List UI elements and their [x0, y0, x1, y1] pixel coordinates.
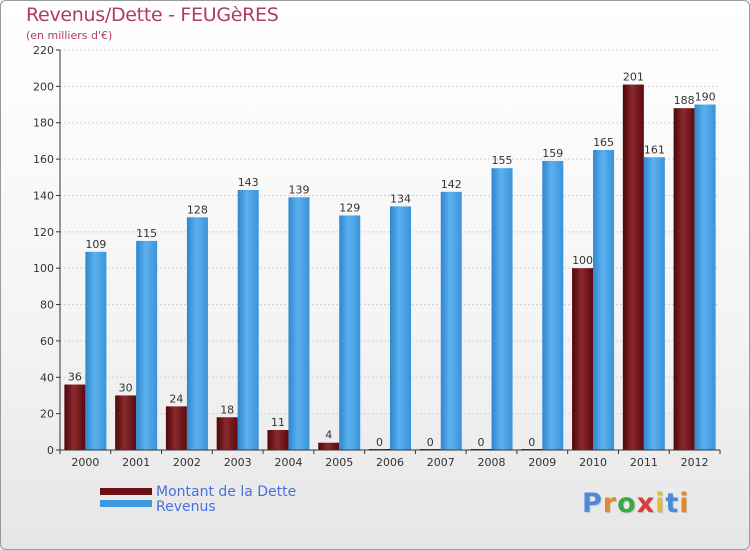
data-label-revenue: 155	[492, 154, 513, 167]
bar-debt	[673, 108, 695, 450]
data-label-debt: 11	[271, 416, 285, 429]
legend-label-revenue: Revenus	[156, 499, 216, 515]
bar-debt	[267, 430, 289, 450]
y-tick-label: 80	[40, 299, 54, 312]
data-label-revenue: 129	[339, 201, 360, 214]
bar-revenue	[491, 168, 513, 450]
logo-letter: t	[665, 488, 680, 519]
y-tick-label: 60	[40, 335, 54, 348]
x-tick-label: 2010	[579, 456, 607, 469]
bar-debt	[165, 406, 187, 450]
bar-revenue	[643, 157, 665, 451]
data-label-revenue: 143	[238, 176, 259, 189]
bar-debt	[64, 384, 86, 450]
bar-revenue	[593, 150, 615, 450]
x-tick-label: 2012	[681, 456, 709, 469]
data-label-debt: 100	[572, 254, 593, 267]
y-tick-label: 160	[33, 153, 54, 166]
chart-subtitle: (en milliers d'€)	[26, 29, 113, 42]
y-tick-label: 20	[40, 408, 54, 421]
bar-revenue	[542, 160, 564, 450]
bar-revenue	[85, 251, 107, 450]
bar-debt	[216, 417, 238, 450]
bar-debt	[318, 442, 340, 450]
legend-swatch-revenue	[100, 500, 152, 507]
chart-title: Revenus/Dette - FEUGèRES	[26, 4, 279, 26]
data-label-debt: 188	[674, 94, 695, 107]
bar-debt	[572, 268, 594, 450]
logo-letter: o	[617, 488, 637, 519]
y-tick-label: 180	[33, 117, 54, 130]
data-label-debt: 0	[427, 436, 434, 449]
data-label-debt: 0	[376, 436, 383, 449]
data-label-debt: 18	[220, 403, 234, 416]
data-label-revenue: 142	[441, 178, 462, 191]
data-label-debt: 4	[325, 429, 332, 442]
data-label-revenue: 139	[288, 183, 309, 196]
y-tick-label: 140	[33, 189, 54, 202]
x-tick-label: 2011	[630, 456, 658, 469]
x-tick-label: 2003	[224, 456, 252, 469]
data-label-revenue: 115	[136, 227, 157, 240]
bar-revenue	[339, 215, 361, 450]
data-label-revenue: 165	[593, 136, 614, 149]
y-tick-label: 0	[47, 444, 54, 457]
bar-revenue	[694, 104, 716, 450]
bar-debt	[622, 84, 644, 450]
data-label-debt: 0	[478, 436, 485, 449]
data-label-revenue: 128	[187, 203, 208, 216]
bar-revenue	[237, 190, 259, 450]
y-tick-label: 220	[33, 44, 54, 57]
x-tick-label: 2007	[427, 456, 455, 469]
proxiti-logo: Proxiti	[582, 488, 690, 519]
x-tick-label: 2009	[528, 456, 556, 469]
logo-letter: x	[636, 488, 656, 519]
data-label-revenue: 190	[695, 91, 716, 104]
y-tick-label: 200	[33, 80, 54, 93]
x-tick-label: 2001	[122, 456, 150, 469]
y-tick-label: 100	[33, 262, 54, 275]
legend-label-debt: Montant de la Dette	[156, 484, 297, 500]
bar-revenue	[440, 191, 462, 450]
x-tick-label: 2008	[478, 456, 506, 469]
logo-letter: i	[655, 488, 666, 519]
logo-letter: i	[679, 488, 690, 519]
x-tick-label: 2002	[173, 456, 201, 469]
bar-revenue	[136, 240, 158, 450]
logo-letter: P	[582, 488, 603, 519]
bar-revenue	[390, 206, 411, 450]
legend-swatch-debt	[100, 488, 152, 495]
y-tick-label: 120	[33, 226, 54, 239]
y-tick-label: 40	[40, 371, 54, 384]
data-label-revenue: 109	[85, 238, 106, 251]
data-label-debt: 0	[528, 436, 535, 449]
data-label-revenue: 134	[390, 192, 411, 205]
data-label-revenue: 161	[644, 143, 665, 156]
data-label-revenue: 159	[542, 147, 563, 160]
x-tick-label: 2000	[71, 456, 99, 469]
data-label-debt: 201	[623, 71, 644, 84]
data-label-debt: 36	[68, 371, 82, 384]
x-tick-label: 2006	[376, 456, 404, 469]
data-label-debt: 30	[119, 381, 133, 394]
x-tick-label: 2005	[325, 456, 353, 469]
bar-revenue	[288, 197, 310, 450]
logo-letter: r	[602, 488, 618, 519]
x-tick-label: 2004	[274, 456, 302, 469]
data-label-debt: 24	[169, 392, 183, 405]
bar-debt	[115, 395, 137, 450]
bar-revenue	[186, 217, 208, 450]
